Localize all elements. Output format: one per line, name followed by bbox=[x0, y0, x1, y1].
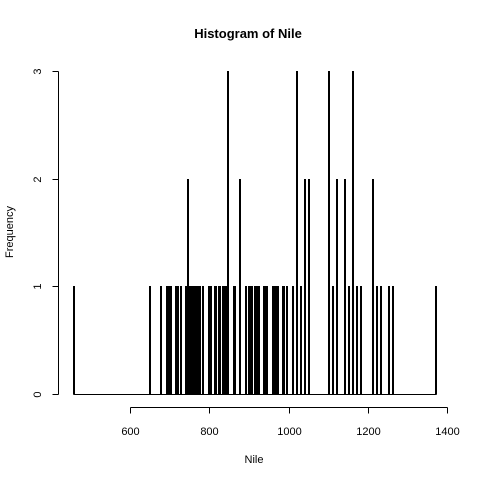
histogram-bar bbox=[308, 179, 310, 395]
x-tick-label: 1000 bbox=[277, 426, 301, 438]
histogram-bar bbox=[274, 286, 276, 395]
histogram-bar bbox=[225, 286, 227, 395]
y-tick-label: 2 bbox=[32, 176, 44, 182]
histogram-bar bbox=[263, 286, 265, 395]
histogram-bar bbox=[283, 286, 285, 395]
histogram-bar bbox=[352, 71, 354, 395]
histogram-bar bbox=[300, 286, 302, 395]
y-tick-label: 3 bbox=[32, 68, 44, 74]
histogram-bar bbox=[227, 71, 229, 395]
histogram-bar bbox=[219, 286, 221, 395]
histogram-bar bbox=[304, 179, 306, 395]
histogram-bar bbox=[435, 286, 437, 395]
x-tick-label: 1200 bbox=[356, 426, 380, 438]
histogram-bar bbox=[160, 286, 162, 395]
histogram-bar bbox=[73, 286, 75, 395]
histogram-bar bbox=[336, 179, 338, 395]
histogram-bar bbox=[189, 286, 191, 395]
histogram-bar bbox=[258, 286, 260, 395]
y-axis-label: Frequency bbox=[4, 206, 16, 258]
histogram-bar bbox=[245, 286, 247, 395]
histogram-bar bbox=[215, 286, 217, 395]
histogram-bar bbox=[266, 286, 268, 395]
x-axis-label: Nile bbox=[245, 454, 264, 466]
y-axis: 0 1 2 3 bbox=[32, 68, 59, 398]
histogram-bar bbox=[234, 286, 236, 395]
histogram-bar bbox=[170, 286, 172, 395]
histogram-bar bbox=[256, 286, 258, 395]
x-axis: 600 800 1000 1200 1400 bbox=[121, 407, 460, 438]
histogram-bar bbox=[344, 179, 346, 395]
histogram-bar bbox=[202, 286, 204, 395]
histogram-bar bbox=[191, 286, 193, 395]
histogram-bar bbox=[251, 286, 253, 395]
histogram-bar bbox=[227, 286, 229, 395]
histogram-bar bbox=[348, 286, 350, 395]
histogram-bars bbox=[73, 71, 437, 395]
histogram-bar bbox=[356, 286, 358, 395]
histogram-bar bbox=[360, 286, 362, 395]
histogram-bar bbox=[392, 286, 394, 395]
histogram-bar bbox=[167, 286, 169, 395]
histogram-bar bbox=[372, 179, 374, 395]
histogram-bar bbox=[180, 286, 182, 395]
y-tick-label: 0 bbox=[32, 391, 44, 397]
histogram-bar bbox=[328, 71, 330, 395]
histogram-bar bbox=[388, 286, 390, 395]
x-tick-label: 1400 bbox=[435, 426, 459, 438]
histogram-bar bbox=[292, 286, 294, 395]
x-tick-label: 800 bbox=[200, 426, 218, 438]
histogram-bar bbox=[149, 286, 151, 395]
histogram-bar bbox=[222, 286, 224, 395]
histogram-bar bbox=[193, 286, 195, 395]
x-tick-label: 600 bbox=[121, 426, 139, 438]
histogram-bar bbox=[175, 286, 177, 395]
histogram-bar bbox=[277, 286, 279, 395]
histogram-bar bbox=[286, 286, 288, 395]
histogram-bar bbox=[210, 286, 212, 395]
histogram-bar bbox=[249, 286, 251, 395]
histogram-bar bbox=[195, 286, 197, 395]
histogram-bar bbox=[199, 286, 201, 395]
histogram-bar bbox=[380, 286, 382, 395]
histogram-bar bbox=[177, 286, 179, 395]
histogram-bar bbox=[239, 179, 241, 395]
chart-title: Histogram of Nile bbox=[194, 26, 302, 41]
histogram-bar bbox=[208, 286, 210, 395]
histogram-bar bbox=[296, 71, 298, 395]
histogram-bar bbox=[332, 286, 334, 395]
histogram-bar bbox=[376, 286, 378, 395]
y-tick-label: 1 bbox=[32, 283, 44, 289]
